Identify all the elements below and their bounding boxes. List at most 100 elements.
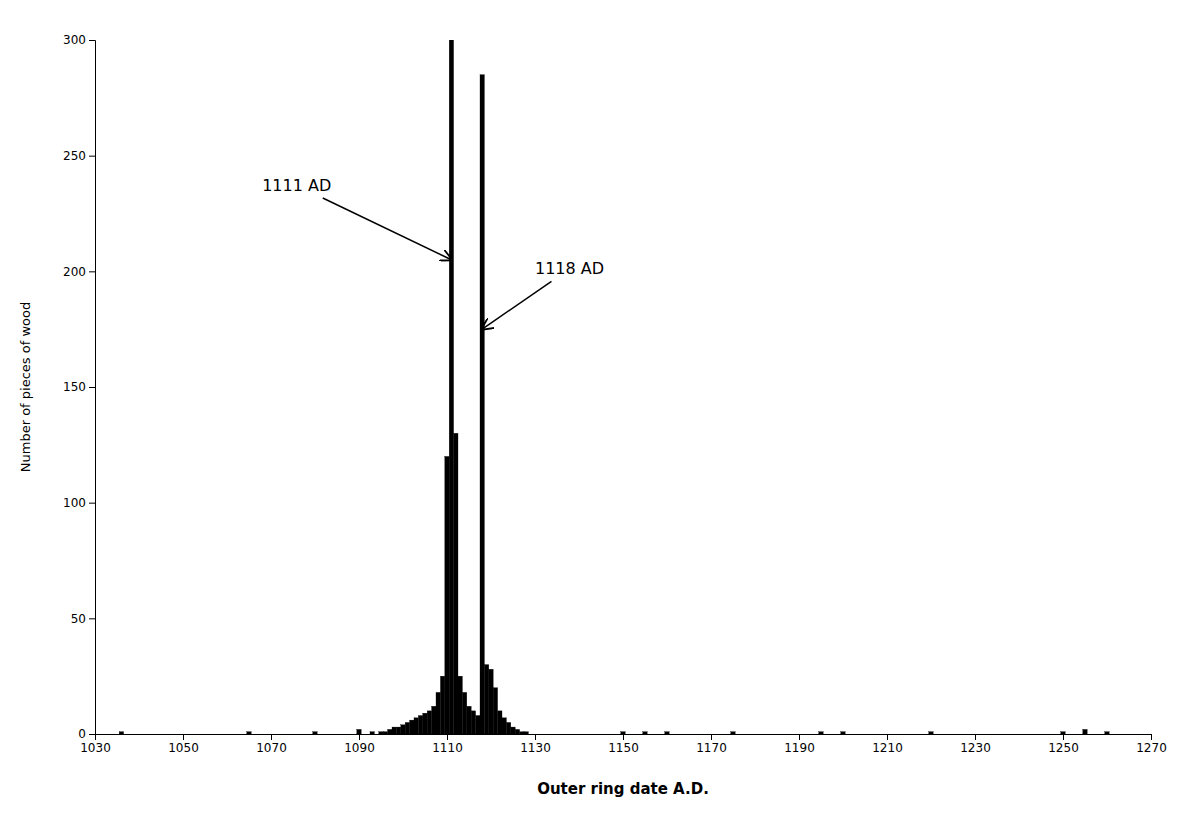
tick-label: 300 [63, 33, 86, 47]
tick: 0 [78, 727, 95, 741]
tick-mark [887, 734, 888, 740]
tick: 200 [63, 265, 95, 279]
bar [247, 732, 251, 734]
annotation-arrow [482, 281, 551, 329]
tick: 1270 [1136, 734, 1167, 755]
tick: 50 [71, 612, 95, 626]
bar [401, 725, 405, 734]
x-axis-line [96, 735, 1152, 741]
bar [498, 711, 502, 734]
tick-mark [89, 387, 95, 388]
bar [476, 715, 480, 734]
tick: 1050 [168, 734, 199, 755]
tick-mark [623, 734, 624, 740]
bar [445, 456, 449, 734]
bar [1083, 729, 1087, 734]
bar [119, 732, 123, 734]
tick-mark [183, 734, 184, 740]
tick-label: 1190 [784, 741, 815, 755]
tick: 1070 [256, 734, 287, 755]
tick: 1230 [960, 734, 991, 755]
bar [405, 722, 409, 734]
tick: 1150 [608, 734, 639, 755]
bar [379, 732, 383, 734]
bar [489, 669, 493, 734]
annotations: 1111 AD 1118 AD [262, 176, 604, 329]
bar [484, 665, 488, 734]
tick-label: 1210 [872, 741, 903, 755]
tick-label: 1250 [1048, 741, 1079, 755]
tick-label: 1070 [256, 741, 287, 755]
bar [357, 729, 361, 734]
bar [432, 706, 436, 734]
tick: 250 [63, 149, 95, 163]
tick-mark [89, 503, 95, 504]
bar [458, 676, 462, 734]
bar [493, 688, 497, 734]
tick-mark [271, 734, 272, 740]
tick-label: 50 [71, 612, 86, 626]
bar [643, 732, 647, 734]
y-axis: 0 50 100 150 200 250 300 [63, 33, 95, 741]
bar [480, 75, 484, 734]
bar [841, 732, 845, 734]
bar [929, 732, 933, 734]
tick: 1210 [872, 734, 903, 755]
tick-mark [89, 40, 95, 41]
tick: 1090 [344, 734, 375, 755]
bar [392, 727, 396, 734]
bar [462, 692, 466, 734]
tick-label: 1050 [168, 741, 199, 755]
tick: 150 [63, 380, 95, 394]
bar [383, 732, 387, 734]
bar [665, 732, 669, 734]
tick-label: 1090 [344, 741, 375, 755]
tick-mark [975, 734, 976, 740]
bar [440, 676, 444, 734]
bar [449, 40, 453, 734]
bar [414, 718, 418, 734]
bar [418, 715, 422, 734]
bar [621, 732, 625, 734]
bar [506, 722, 510, 734]
tick-label: 100 [63, 496, 86, 510]
bars [119, 40, 1109, 734]
tick-label: 1110 [432, 741, 463, 755]
y-axis-line [89, 41, 96, 735]
bar [520, 732, 524, 734]
bar [454, 433, 458, 734]
tick-mark [799, 734, 800, 740]
bar [313, 732, 317, 734]
y-axis-title: Number of pieces of wood [18, 302, 33, 472]
tick-label: 250 [63, 149, 86, 163]
bar [370, 732, 374, 734]
tick-mark [89, 156, 95, 157]
bar [731, 732, 735, 734]
tick: 1250 [1048, 734, 1079, 755]
bar [396, 727, 400, 734]
tick: 1130 [520, 734, 551, 755]
annotation-text: 1118 AD [535, 259, 604, 278]
tick-label: 1230 [960, 741, 991, 755]
tick: 100 [63, 496, 95, 510]
tick-mark [89, 734, 95, 735]
bar [410, 720, 414, 734]
tick-mark [89, 618, 95, 619]
chart: 1030105010701090111011301150117011901210… [0, 0, 1191, 819]
bar [515, 729, 519, 734]
tick-label: 1030 [80, 741, 111, 755]
tick: 300 [63, 33, 95, 47]
tick-mark [447, 734, 448, 740]
annotation-text: 1111 AD [262, 176, 331, 195]
tick-mark [711, 734, 712, 740]
bar [511, 727, 515, 734]
x-axis: 1030105010701090111011301150117011901210… [80, 734, 1167, 755]
bar [467, 706, 471, 734]
tick-label: 1150 [608, 741, 639, 755]
tick-label: 150 [63, 380, 86, 394]
bar [1105, 732, 1109, 734]
bar [427, 711, 431, 734]
tick: 1110 [432, 734, 463, 755]
tick-mark [1063, 734, 1064, 740]
tick-label: 0 [78, 727, 86, 741]
